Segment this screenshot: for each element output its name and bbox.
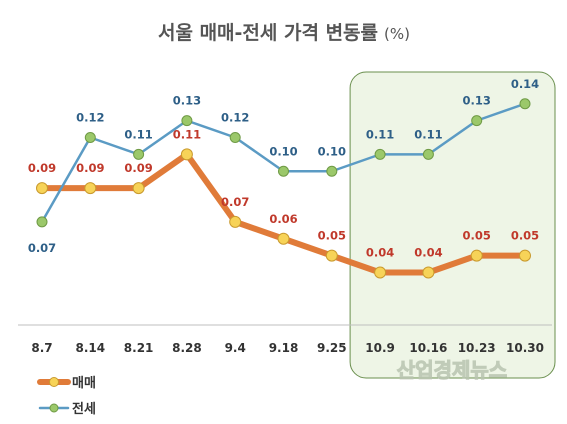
series-2-point: [181, 115, 193, 127]
series-2-data-label: 0.14: [511, 77, 539, 91]
series-1-point: [519, 249, 531, 262]
series-2-point: [36, 216, 48, 228]
series-1-point: [325, 249, 338, 262]
x-tick-label: 10.16: [409, 341, 447, 355]
series-1-data-label: 0.06: [269, 212, 297, 226]
x-tick-label: 9.18: [269, 341, 299, 355]
series-1-data-label: 0.05: [318, 229, 346, 243]
x-tick-label: 9.4: [225, 341, 246, 355]
x-tick-label: 10.30: [506, 341, 544, 355]
series-2-data-label: 0.11: [124, 127, 152, 141]
series-2-data-label: 0.10: [318, 144, 346, 158]
x-tick-label: 10.23: [458, 341, 496, 355]
series-2-data-label: 0.10: [269, 144, 297, 158]
series-2-data-label: 0.11: [366, 127, 394, 141]
legend-marker-2: [49, 403, 59, 413]
series-2-point: [422, 148, 434, 160]
series-1-point: [229, 215, 242, 228]
series-2-data-label: 0.12: [76, 111, 104, 125]
x-tick-label: 8.7: [31, 341, 52, 355]
series-2-point: [84, 132, 96, 143]
series-1-point: [374, 266, 387, 279]
series-1-data-label: 0.09: [124, 161, 152, 175]
series-1-data-label: 0.04: [366, 246, 394, 260]
series-2-data-label: 0.07: [28, 241, 56, 255]
x-tick-label: 8.21: [124, 341, 154, 355]
series-2-point: [326, 165, 338, 177]
chart-title-text: 서울 매매-전세 가격 변동률: [158, 22, 378, 44]
x-tick-label: 10.9: [365, 341, 395, 355]
watermark: 산업경제뉴스: [397, 358, 507, 382]
series-1-point: [180, 148, 193, 161]
chart-title-unit: (%): [384, 25, 410, 43]
series-1-data-label: 0.09: [76, 161, 104, 175]
series-1-data-label: 0.11: [173, 127, 201, 141]
series-2-data-label: 0.13: [463, 94, 491, 108]
series-1-point: [36, 182, 48, 195]
series-2-data-label: 0.12: [221, 111, 249, 125]
x-tick-label: 9.25: [317, 341, 347, 355]
series-1-data-label: 0.05: [463, 229, 491, 243]
series-1-point: [277, 232, 290, 245]
series-1-point: [132, 182, 145, 195]
series-2-point: [471, 115, 483, 127]
series-1-point: [470, 249, 483, 262]
series-2-point: [133, 148, 145, 160]
series-2-point: [278, 165, 289, 177]
series-1-point: [84, 182, 97, 195]
series-2-point: [229, 132, 241, 143]
x-tick-label: 8.28: [172, 341, 202, 355]
series-2-point: [519, 98, 531, 110]
series-2-data-label: 0.13: [173, 94, 201, 108]
x-tick-label: 8.14: [75, 341, 105, 355]
series-1-data-label: 0.07: [221, 195, 249, 209]
legend-label-1: 매매: [72, 376, 96, 391]
highlight-region: [349, 71, 556, 379]
series-1-point: [422, 266, 435, 279]
chart-title: 서울 매매-전세 가격 변동률 (%): [158, 22, 410, 44]
series-2-data-label: 0.11: [414, 127, 442, 141]
series-1-data-label: 0.05: [511, 229, 539, 243]
legend-label-2: 전세: [72, 401, 96, 417]
series-1-data-label: 0.09: [28, 161, 56, 175]
series-1-data-label: 0.04: [414, 246, 442, 260]
series-2-point: [374, 148, 386, 160]
legend-marker-1: [49, 377, 59, 387]
